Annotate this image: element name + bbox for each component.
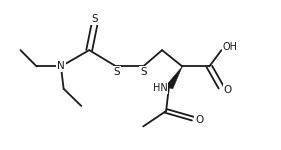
Text: HN: HN: [153, 83, 167, 93]
Text: OH: OH: [223, 42, 238, 52]
Text: N: N: [57, 61, 65, 71]
Text: S: S: [91, 14, 98, 24]
Text: O: O: [195, 116, 203, 125]
Polygon shape: [165, 66, 182, 89]
Text: S: S: [114, 67, 120, 77]
Text: S: S: [140, 67, 147, 77]
Text: O: O: [224, 85, 232, 94]
